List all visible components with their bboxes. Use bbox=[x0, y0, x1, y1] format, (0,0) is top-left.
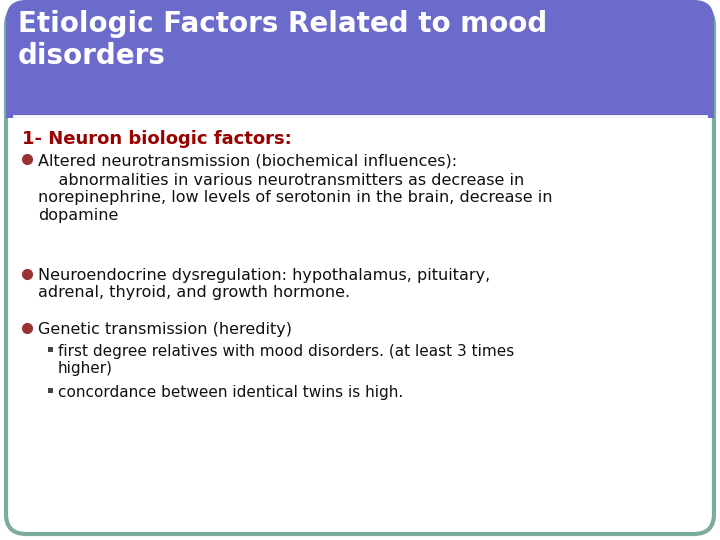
Text: abnormalities in various neurotransmitters as decrease in
norepinephrine, low le: abnormalities in various neurotransmitte… bbox=[38, 173, 552, 223]
Text: 1- Neuron biologic factors:: 1- Neuron biologic factors: bbox=[22, 130, 292, 148]
Text: Etiologic Factors Related to mood
disorders: Etiologic Factors Related to mood disord… bbox=[18, 10, 547, 70]
Bar bbox=[48, 388, 53, 393]
Text: Altered neurotransmission (biochemical influences):: Altered neurotransmission (biochemical i… bbox=[38, 153, 457, 168]
Text: Neuroendocrine dysregulation: hypothalamus, pituitary,
adrenal, thyroid, and gro: Neuroendocrine dysregulation: hypothalam… bbox=[38, 268, 490, 300]
FancyBboxPatch shape bbox=[6, 6, 714, 534]
FancyBboxPatch shape bbox=[6, 0, 714, 118]
Bar bbox=[6, 98, 714, 118]
Text: first degree relatives with mood disorders. (at least 3 times
higher): first degree relatives with mood disorde… bbox=[58, 344, 514, 376]
Bar bbox=[48, 347, 53, 352]
Text: Genetic transmission (heredity): Genetic transmission (heredity) bbox=[38, 322, 292, 337]
Text: concordance between identical twins is high.: concordance between identical twins is h… bbox=[58, 385, 403, 400]
